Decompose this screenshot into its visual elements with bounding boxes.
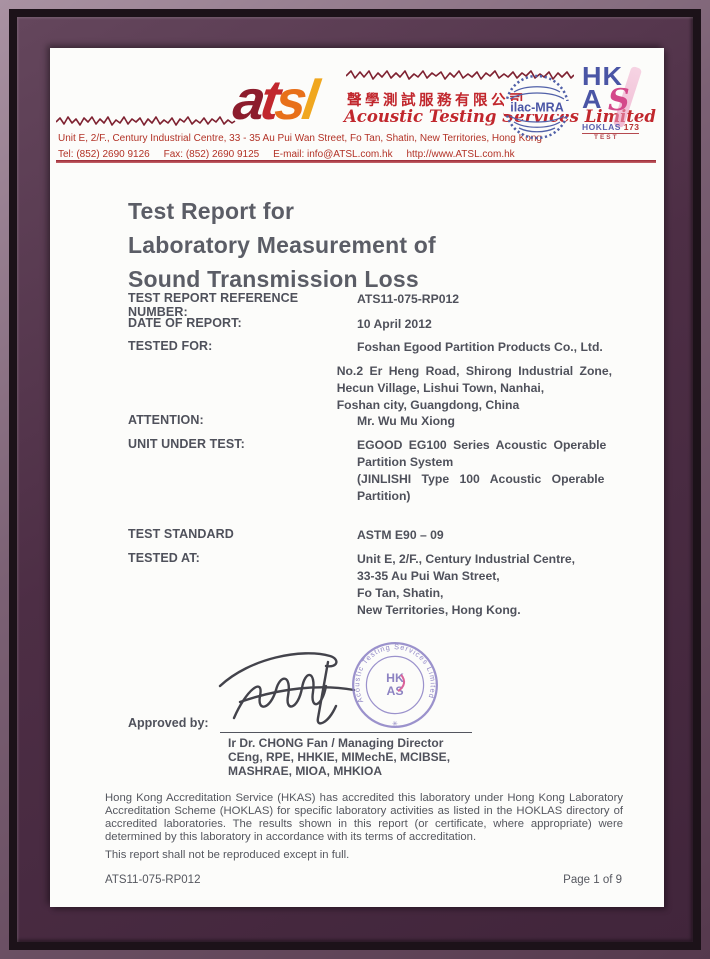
title-line: Laboratory Measurement of — [128, 232, 436, 258]
stamp-star-icon: ✳ — [392, 720, 398, 728]
header-divider — [56, 160, 656, 163]
field-row-date: DATE OF REPORT: 10 April 2012 — [128, 316, 612, 333]
hoklas-number: 173 — [623, 122, 640, 132]
field-label: UNIT UNDER TEST: — [128, 437, 245, 451]
approver-name: Ir Dr. CHONG Fan / Managing Director — [228, 736, 444, 750]
field-value: 33-35 Au Pui Wan Street, — [357, 569, 500, 583]
approver-details: Ir Dr. CHONG Fan / Managing Director CEn… — [228, 736, 450, 778]
field-label: TEST STANDARD — [128, 527, 234, 541]
field-value: ASTM E90 – 09 — [357, 528, 444, 542]
company-stamp: Acoustic Testing Services Limited HK AS … — [346, 636, 444, 734]
title-line: Sound Transmission Loss — [128, 266, 419, 292]
signature — [218, 652, 356, 725]
hkas-s-letter: S — [608, 83, 630, 118]
atsl-logo: atsl — [230, 68, 319, 131]
page-number: Page 1 of 9 — [563, 874, 622, 886]
ilac-mra-label: ilac-MRA — [510, 101, 563, 115]
sound-wave-right-icon — [346, 70, 574, 80]
hoklas-label: HOKLAS 173 — [582, 122, 640, 134]
field-value: Unit E, 2/F., Century Industrial Centre, — [357, 552, 576, 566]
field-label — [128, 363, 337, 414]
approver-qualifications: MASHRAE, MIOA, MHKIOA — [228, 764, 382, 778]
hoklas-test-label: TEST — [594, 134, 619, 141]
approver-qualifications: CEng, RPE, HHKIE, MIMechE, MCIBSE, — [228, 750, 451, 764]
field-value: Foshan city, Guangdong, China — [336, 398, 520, 412]
company-address: Unit E, 2/F., Century Industrial Centre,… — [58, 133, 542, 144]
field-value: Fo Tan, Shatin, — [357, 586, 444, 600]
field-value: (JINLISHI Type 100 Acoustic Operable — [357, 472, 605, 486]
stamp-center-top: HK — [386, 671, 404, 685]
ilac-mra-logo: ilac-MRA — [504, 74, 570, 140]
report-title: Test Report for Laboratory Measurement o… — [128, 194, 436, 296]
field-label: DATE OF REPORT: — [128, 316, 242, 330]
approved-by-label: Approved by: — [128, 716, 209, 730]
report-page: atsl 聲學測試服務有限公司 Acoustic Testing Service… — [50, 48, 664, 907]
field-value: Foshan Egood Partition Products Co., Ltd… — [357, 340, 603, 354]
signature-line — [220, 732, 472, 733]
field-row-client-address: No.2 Er Heng Road, Shirong Industrial Zo… — [128, 363, 612, 414]
field-row-reference-number: TEST REPORT REFERENCE NUMBER: ATS11-075-… — [128, 291, 612, 319]
field-value: 10 April 2012 — [357, 317, 432, 331]
stamp-center-bottom: AS — [386, 684, 403, 698]
hkas-letters: HK A — [582, 62, 623, 114]
company-contact-line: Tel: (852) 2690 9126 Fax: (852) 2690 912… — [58, 149, 515, 160]
field-value: Hecun Village, Lishui Town, Nanhai, — [336, 381, 545, 395]
field-label: TESTED FOR: — [128, 339, 213, 353]
field-value: No.2 Er Heng Road, Shirong Industrial Zo… — [336, 364, 612, 378]
field-value: EGOOD EG100 Series Acoustic Operable — [357, 438, 607, 452]
field-row-attention: ATTENTION: Mr. Wu Mu Xiong — [128, 413, 612, 430]
field-row-tested-at: TESTED AT: Unit E, 2/F., Century Industr… — [128, 551, 612, 619]
accreditation-statement: Hong Kong Accreditation Service (HKAS) h… — [105, 792, 623, 843]
title-line: Test Report for — [128, 198, 295, 224]
hkas-logo: HK A S HOKLAS 173 TEST — [582, 64, 656, 148]
field-row-tested-for: TESTED FOR: Foshan Egood Partition Produ… — [128, 339, 612, 356]
company-name-chinese: 聲學測試服務有限公司 — [347, 93, 527, 109]
reproduction-note: This report shall not be reproduced exce… — [105, 849, 350, 861]
hkas-bottom-letter: A — [582, 85, 603, 114]
field-value: New Territories, Hong Kong. — [357, 603, 521, 617]
field-label: TEST REPORT REFERENCE NUMBER: — [128, 291, 299, 319]
hkas-top-letters: HK — [582, 62, 623, 91]
field-label: ATTENTION: — [128, 413, 204, 427]
field-value: Partition System — [357, 455, 454, 469]
sound-wave-left-icon — [56, 116, 236, 126]
field-value: Mr. Wu Mu Xiong — [357, 414, 455, 428]
field-row-test-standard: TEST STANDARD ASTM E90 – 09 — [128, 527, 612, 544]
field-row-unit-under-test: UNIT UNDER TEST: EGOOD EG100 Series Acou… — [128, 437, 612, 505]
document-reference: ATS11-075-RP012 — [105, 874, 201, 886]
field-label: TESTED AT: — [128, 551, 200, 565]
field-value: ATS11-075-RP012 — [357, 292, 460, 306]
company-name-english: Acoustic Testing Services Limited — [344, 107, 656, 126]
hoklas-text: HOKLAS — [582, 122, 624, 132]
field-value: Partition) — [357, 489, 411, 503]
